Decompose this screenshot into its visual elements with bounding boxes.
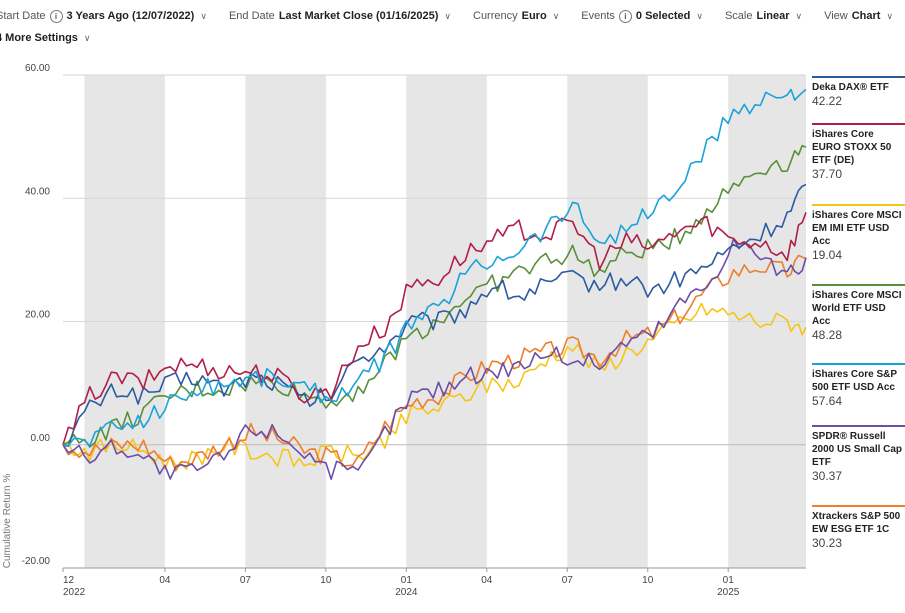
legend-series-name: SPDR® Russell 2000 US Small Cap ETF	[812, 431, 903, 468]
events-value: 0 Selected	[635, 10, 691, 22]
x-tick-label: 01	[401, 575, 413, 586]
info-icon[interactable]: i	[618, 9, 632, 23]
scale-selector[interactable]: Scale Linear ∨	[725, 10, 802, 22]
series-line	[62, 183, 807, 448]
legend-item[interactable]: SPDR® Russell 2000 US Small Cap ETF 30.37	[812, 425, 905, 484]
view-label: View	[824, 10, 848, 22]
legend-series-name: iShares Core MSCI EM IMI ETF USD Acc	[812, 210, 902, 247]
end-date-label: End Date	[228, 10, 275, 22]
x-tick-label: 10	[320, 575, 332, 586]
legend-series-value: 42.22	[812, 94, 843, 108]
currency-label: Currency	[473, 10, 518, 22]
legend-item[interactable]: iShares Core MSCI World ETF USD Acc 48.28	[812, 284, 905, 343]
start-date-label: Start Date	[0, 10, 46, 22]
series-line	[62, 212, 807, 446]
x-tick-label: 01	[723, 575, 735, 586]
end-date-value: Last Market Close (01/16/2025)	[278, 10, 439, 22]
series-lines	[62, 88, 807, 480]
y-tick-label: 0.00	[31, 433, 51, 444]
x-tick-label: 10	[642, 575, 654, 586]
x-tick-year: 2025	[717, 587, 740, 598]
y-tick-label: 40.00	[25, 186, 50, 197]
toolbar-row-1: Start Date i 3 Years Ago (12/07/2022) ∨ …	[0, 7, 905, 25]
y-axis-label: Cumulative Return %	[2, 474, 13, 569]
x-tick-label: 07	[562, 575, 574, 586]
view-selector[interactable]: View Chart ∨	[824, 10, 893, 22]
x-tick-year: 2022	[63, 587, 86, 598]
legend-series-value: 37.70	[812, 167, 843, 181]
x-tick-label: 04	[159, 575, 171, 586]
legend-series-name: iShares Core MSCI World ETF USD Acc	[812, 290, 902, 327]
more-settings-label: 4 More Settings	[0, 32, 78, 44]
legend-series-value: 30.37	[812, 469, 843, 483]
legend-series-value: 57.64	[812, 394, 843, 408]
end-date-selector[interactable]: End Date Last Market Close (01/16/2025) …	[229, 10, 451, 22]
chevron-down-icon: ∨	[552, 10, 560, 21]
chevron-down-icon: ∨	[795, 10, 803, 21]
scale-value: Linear	[756, 10, 790, 22]
legend-series-name: Deka DAX® ETF	[812, 82, 889, 93]
legend-series-name: Xtrackers S&P 500 EW ESG ETF 1C	[812, 511, 901, 535]
series-line	[62, 238, 807, 480]
chevron-down-icon: ∨	[83, 32, 91, 43]
y-tick-label: 60.00	[25, 63, 50, 74]
chevron-down-icon: ∨	[696, 10, 703, 21]
series-line	[62, 254, 807, 472]
y-tick-label: -20.00	[22, 556, 51, 567]
x-tick-year: 2024	[395, 587, 418, 598]
currency-selector[interactable]: Currency Euro ∨	[473, 10, 559, 22]
events-selector[interactable]: Events i 0 Selected ∨	[581, 9, 703, 23]
legend-series-name: iShares Core EURO STOXX 50 ETF (DE)	[812, 129, 892, 166]
events-label: Events	[581, 10, 615, 22]
x-tick-label: 12	[63, 575, 75, 586]
toolbar-row-2: 4 More Settings ∨	[0, 29, 113, 47]
x-tick-label: 07	[240, 575, 252, 586]
legend-item[interactable]: Xtrackers S&P 500 EW ESG ETF 1C 30.23	[812, 505, 905, 551]
legend-series-value: 30.23	[812, 536, 843, 550]
y-axis: 60.00 40.00 20.00 0.00 -20.00	[22, 63, 51, 567]
chevron-down-icon: ∨	[886, 10, 894, 21]
start-date-selector[interactable]: Start Date i 3 Years Ago (12/07/2022) ∨	[0, 9, 207, 23]
y-tick-label: 20.00	[25, 310, 50, 321]
chevron-down-icon: ∨	[444, 10, 451, 21]
view-value: Chart	[851, 10, 881, 22]
series-line	[62, 144, 807, 448]
currency-value: Euro	[521, 10, 547, 22]
legend-series-value: 19.04	[812, 248, 843, 262]
legend-item[interactable]: Deka DAX® ETF 42.22	[812, 76, 905, 109]
legend-item[interactable]: iShares Core S&P 500 ETF USD Acc 57.64	[812, 363, 905, 409]
series-line	[62, 88, 807, 447]
chevron-down-icon: ∨	[200, 10, 207, 21]
info-icon[interactable]: i	[49, 9, 63, 23]
start-date-value: 3 Years Ago (12/07/2022)	[66, 10, 195, 22]
gridlines	[63, 74, 806, 569]
legend-series-value: 48.28	[812, 328, 843, 342]
legend-item[interactable]: iShares Core EURO STOXX 50 ETF (DE) 37.70	[812, 123, 905, 182]
x-tick-label: 04	[481, 575, 493, 586]
legend-item[interactable]: iShares Core MSCI EM IMI ETF USD Acc 19.0…	[812, 204, 905, 263]
legend-series-name: iShares Core S&P 500 ETF USD Acc	[812, 369, 897, 393]
chart-toolbar: Start Date i 3 Years Ago (12/07/2022) ∨ …	[0, 0, 905, 48]
more-settings-button[interactable]: 4 More Settings ∨	[0, 32, 91, 44]
scale-label: Scale	[724, 10, 753, 22]
